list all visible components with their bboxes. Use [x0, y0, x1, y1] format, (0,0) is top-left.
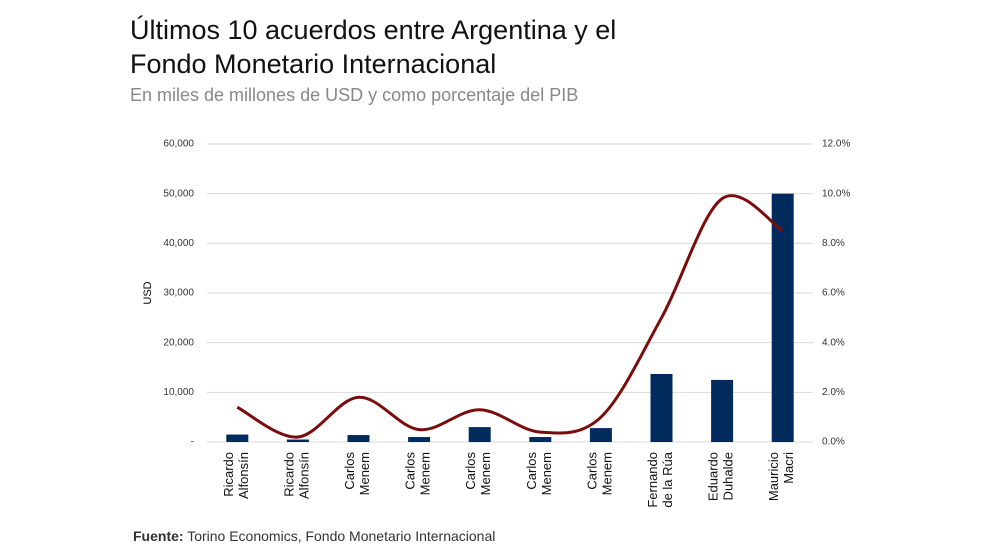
x-tick-label-line: de la Rúa: [660, 451, 675, 507]
x-tick-label: CarlosMenem: [464, 452, 494, 496]
line: [236, 194, 784, 439]
x-tick-label-line: Menem: [600, 452, 615, 495]
x-tick-label: MauricioMacri: [767, 452, 797, 501]
x-tick-label-line: Menem: [418, 452, 433, 495]
x-tick-label-line: Carlos: [585, 452, 600, 490]
x-tick-label-line: Carlos: [464, 452, 479, 490]
y-tick-label: -: [191, 437, 194, 448]
bar: [589, 428, 612, 442]
source-text: Torino Economics, Fondo Monetario Intern…: [187, 528, 495, 544]
chart-title-line: Fondo Monetario Internacional: [130, 49, 496, 79]
y2-tick-label: 6.0%: [822, 288, 845, 299]
y2-tick-label: 4.0%: [822, 337, 845, 348]
x-tick-label-line: Macri: [782, 452, 797, 484]
y2-tick-label: 0.0%: [822, 437, 845, 448]
x-tick-label: RicardoAlfonsín: [282, 452, 312, 499]
x-tick-label-line: Alfonsín: [236, 452, 251, 499]
bar: [226, 434, 249, 442]
x-tick-label-line: Carlos: [403, 452, 418, 490]
chart-subtitle: En miles de millones de USD y como porce…: [130, 85, 578, 105]
bar: [650, 373, 673, 442]
y-tick-label: 10,000: [163, 387, 194, 398]
x-tick-label: CarlosMenem: [342, 452, 372, 496]
x-tick-label: EduardoDuhalde: [706, 452, 736, 501]
source: Fuente: Torino Economics, Fondo Monetari…: [133, 528, 495, 544]
x-tick-label-line: Alfonsín: [297, 452, 312, 499]
x-tick-label-line: Carlos: [524, 452, 539, 490]
x-tick-label-line: Eduardo: [706, 452, 721, 501]
x-tick-label: CarlosMenem: [403, 452, 433, 496]
y-tick-label: 50,000: [163, 188, 194, 199]
x-tick-label-line: Menem: [479, 452, 494, 495]
y2-tick-label: 10.0%: [822, 188, 850, 199]
bar: [711, 379, 734, 442]
y-tick-label: 20,000: [163, 337, 194, 348]
chart-title: Últimos 10 acuerdos entre Argentina y el: [130, 14, 616, 45]
x-tick-label: CarlosMenem: [585, 452, 615, 496]
bar: [468, 427, 491, 442]
x-tick-label-line: Ricardo: [221, 452, 236, 497]
x-tick-label: Fernandode la Rúa: [645, 451, 675, 507]
x-tick-label-line: Ricardo: [282, 452, 297, 497]
y-tick-label: 30,000: [163, 288, 194, 299]
x-tick-label-line: Duhalde: [721, 452, 736, 500]
x-tick-label: RicardoAlfonsín: [221, 452, 251, 499]
bar: [771, 193, 794, 442]
bar: [347, 435, 370, 442]
x-tick-label-line: Fernando: [645, 452, 660, 508]
bar: [408, 437, 431, 442]
bar: [286, 439, 309, 442]
x-tick-label-line: Mauricio: [767, 452, 782, 501]
y-axis-label: USD: [142, 281, 154, 304]
y-tick-label: 40,000: [163, 238, 194, 249]
y2-tick-label: 2.0%: [822, 387, 845, 398]
source-label: Fuente:: [133, 528, 184, 544]
bar: [529, 437, 552, 442]
y-tick-label: 60,000: [163, 139, 194, 150]
x-tick-label: CarlosMenem: [524, 452, 554, 496]
x-tick-label-line: Carlos: [342, 452, 357, 490]
x-tick-label-line: Menem: [357, 452, 372, 495]
x-tick-label-line: Menem: [539, 452, 554, 495]
y2-tick-label: 12.0%: [822, 139, 850, 150]
y2-tick-label: 8.0%: [822, 238, 845, 249]
